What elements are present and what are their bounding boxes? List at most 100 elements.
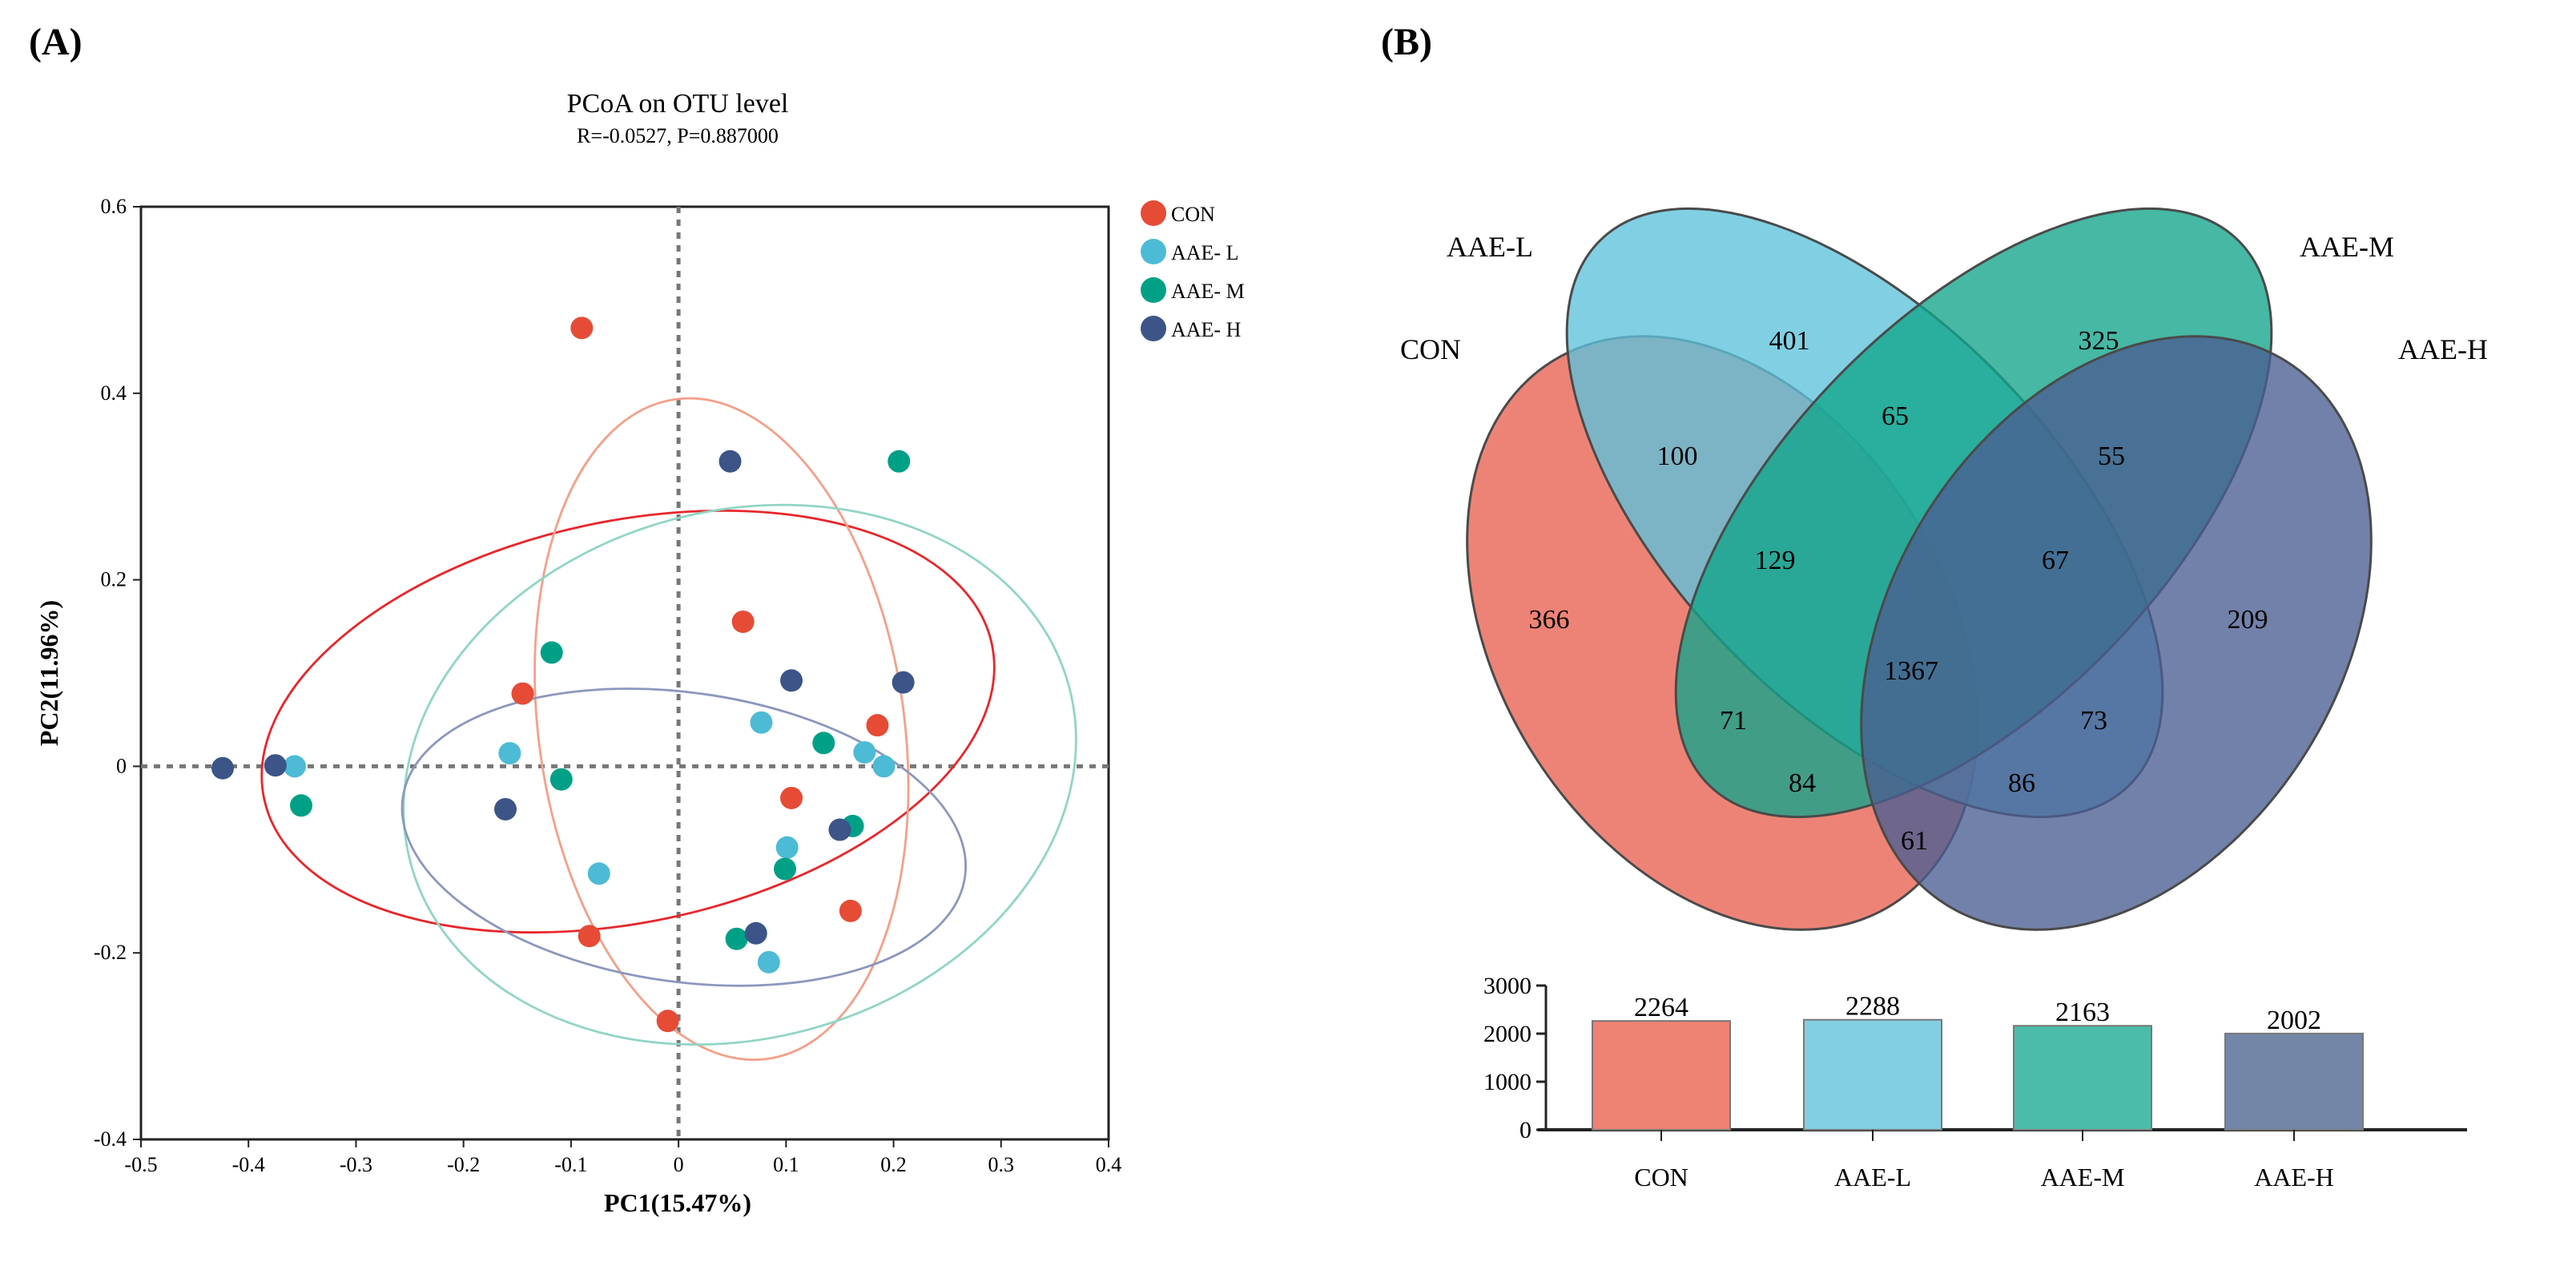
x-tick-label: 0.2	[880, 1153, 907, 1176]
venn-region-count: 67	[2042, 546, 2069, 575]
data-point	[725, 927, 748, 950]
venn-region-count: 86	[2008, 768, 2035, 798]
panel-b-label: (B)	[1381, 21, 1432, 63]
venn-region-count: 366	[1529, 605, 1570, 635]
x-axis-label: PC1(15.47%)	[604, 1188, 751, 1217]
y-tick-label: 0	[1519, 1117, 1532, 1143]
data-point	[718, 450, 742, 473]
venn-region-count: 65	[1882, 401, 1909, 431]
data-point	[498, 742, 521, 765]
y-tick-label: 0.2	[101, 568, 127, 591]
bar	[2224, 1032, 2364, 1131]
legend-marker	[1141, 277, 1166, 303]
legend: CON AAE- L AAE- M AAE- H	[1141, 200, 1245, 341]
venn-region-count: 61	[1901, 826, 1928, 856]
venn-region-count: 209	[2228, 605, 2268, 635]
data-point	[264, 754, 287, 777]
bar	[2013, 1025, 2152, 1131]
data-point	[828, 818, 851, 841]
data-point	[570, 316, 594, 340]
confidence-ellipse	[260, 509, 996, 934]
confidence-ellipse	[402, 503, 1077, 1046]
data-point	[872, 755, 896, 778]
legend-label: AAE- M	[1171, 280, 1245, 303]
data-point	[494, 797, 517, 820]
x-tick-label: 0.1	[773, 1153, 799, 1176]
y-tick-label: 1000	[1483, 1069, 1532, 1095]
y-tick-label: 3000	[1483, 973, 1532, 999]
y-tick-label: 0	[116, 754, 127, 777]
x-tick-label: CON	[1634, 1163, 1688, 1191]
venn-set-label: AAE-L	[1447, 231, 1533, 263]
venn-set-label: AAE-H	[2398, 333, 2488, 365]
y-tick-label: -0.4	[94, 1127, 127, 1151]
venn-region-count: 84	[1789, 768, 1816, 798]
x-tick-label: -0.5	[124, 1153, 157, 1176]
data-point	[656, 1010, 679, 1033]
data-point	[866, 714, 889, 737]
confidence-ellipse	[400, 687, 968, 987]
data-point	[892, 671, 915, 694]
venn-region-count: 55	[2098, 441, 2125, 471]
bar-value-label: 2002	[2267, 1006, 2321, 1035]
data-point	[750, 711, 773, 734]
venn-region-count: 73	[2080, 706, 2107, 736]
legend-marker	[1141, 239, 1166, 264]
venn-set-aae-h	[1860, 335, 2373, 931]
y-axis-label: PC2(11.96%)	[34, 600, 63, 746]
y-tick-label: 0.4	[101, 381, 127, 405]
y-tick-label: 2000	[1483, 1021, 1532, 1047]
venn-region-count: 71	[1720, 706, 1747, 736]
legend-label: AAE- L	[1171, 241, 1238, 264]
data-point	[211, 756, 235, 780]
data-point	[757, 950, 780, 974]
bar-value-label: 2264	[1634, 993, 1688, 1022]
bar	[1592, 1020, 1731, 1131]
data-point	[780, 669, 803, 692]
bar-value-label: 2163	[2055, 998, 2110, 1027]
x-tick-label: 0.4	[1096, 1153, 1122, 1176]
venn-region-count: 129	[1755, 546, 1796, 575]
confidence-ellipse	[533, 397, 910, 1061]
venn-region-count: 401	[1769, 326, 1810, 356]
legend-label: AAE- H	[1171, 318, 1242, 341]
plot-frame	[139, 205, 1110, 1141]
pcoa-title: PCoA on OTU level	[567, 89, 789, 119]
legend-marker	[1141, 200, 1166, 226]
data-point	[289, 794, 312, 817]
data-point	[773, 857, 796, 881]
x-tick-label: -0.3	[340, 1153, 372, 1176]
data-point	[587, 862, 610, 885]
bar	[1803, 1018, 1942, 1131]
venn-region-count: 1367	[1884, 656, 1938, 686]
data-point	[731, 610, 755, 633]
x-tick-label: 0	[674, 1153, 684, 1176]
venn-set-label: CON	[1400, 333, 1461, 365]
pcoa-subtitle: R=-0.0527, P=0.887000	[577, 124, 779, 147]
data-point	[744, 921, 767, 945]
data-point	[853, 740, 876, 764]
pcoa-plot: -0.5 -0.4 -0.3 -0.2 -0.1 0 0.1 0.2 0.3 0.4-0.4-0.…	[94, 195, 1122, 1176]
panel-a-label: (A)	[29, 21, 83, 63]
data-point	[812, 732, 835, 755]
data-point	[511, 682, 534, 705]
venn-diagram: CON AAE-L AAE-M AAE-H 366 401 325 209 100 65 55 129…	[1400, 207, 2488, 931]
data-point	[888, 450, 911, 473]
y-tick-label: 0.6	[101, 195, 127, 218]
data-point	[780, 786, 803, 809]
x-tick-label: AAE-L	[1834, 1163, 1911, 1191]
data-point	[775, 836, 799, 859]
x-tick-label: AAE-M	[2041, 1163, 2125, 1191]
x-tick-label: AAE-H	[2254, 1163, 2334, 1191]
venn-set-label: AAE-M	[2300, 231, 2394, 263]
x-tick-label: 0.3	[988, 1153, 1015, 1176]
x-tick-label: -0.4	[232, 1153, 265, 1176]
x-tick-label: -0.1	[554, 1153, 587, 1176]
legend-marker	[1141, 316, 1166, 341]
y-tick-label: -0.2	[94, 941, 127, 964]
bar-chart: 0 1000 2000 3000 2264 CON 2288 AAE-L 2163 AAE-M 20…	[1483, 973, 2467, 1191]
bar-value-label: 2288	[1845, 992, 1900, 1022]
venn-region-count: 100	[1657, 441, 1698, 471]
data-point	[540, 641, 563, 664]
